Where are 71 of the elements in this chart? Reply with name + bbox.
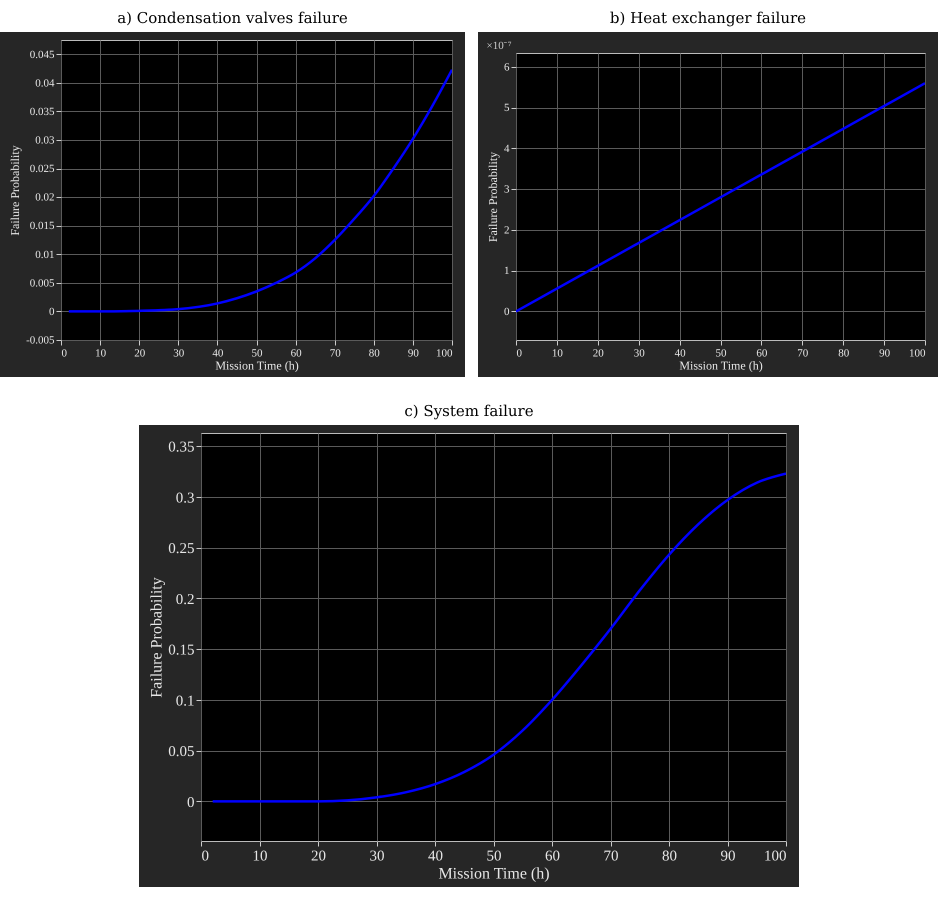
x-tick-label: 90 — [408, 348, 420, 360]
y-tick-label: 1 — [504, 265, 510, 278]
x-tick-label: 30 — [370, 848, 384, 864]
x-tick-label: 40 — [674, 348, 686, 360]
x-tick-label: 20 — [592, 348, 604, 360]
y-tick-label: 0.005 — [30, 277, 55, 290]
x-tick-label: 0 — [516, 348, 522, 360]
y-tick-label: 0.05 — [168, 744, 194, 760]
x-tick-label: 40 — [212, 348, 224, 360]
y-tick-label: 0.01 — [35, 248, 54, 261]
x-tick-label: 60 — [290, 348, 302, 360]
y-tick-label: 3 — [504, 184, 510, 196]
y-tick-label: 0.2 — [176, 592, 194, 608]
y-tick-label: 0.25 — [168, 541, 194, 558]
y-tick-label: 2 — [504, 224, 510, 236]
x-tick-label: 70 — [604, 848, 618, 864]
y-tick-label: 0.045 — [30, 48, 55, 61]
chart-title: a) Condensation valves failure — [117, 8, 348, 29]
x-tick-label: 30 — [173, 348, 185, 360]
x-tick-label: 60 — [756, 348, 768, 360]
x-tick-label: 50 — [486, 848, 502, 864]
y-axis-title: Failure Probability — [8, 145, 22, 236]
chart-title: c) System failure — [404, 401, 534, 422]
x-tick-label: 20 — [134, 348, 146, 360]
x-tick-label: 80 — [368, 348, 380, 360]
x-axis-title: Mission Time (h) — [215, 358, 299, 372]
x-tick-label: 100 — [436, 348, 453, 360]
x-tick-label: 60 — [545, 848, 560, 864]
line-series — [211, 472, 786, 803]
y-tick-label: 0 — [187, 794, 194, 811]
x-tick-label: 50 — [716, 348, 727, 360]
y-tick-label: 0.03 — [35, 134, 55, 146]
x-tick-label: 100 — [764, 848, 786, 864]
x-tick-label: 30 — [634, 348, 646, 360]
y-tick-label: 0.015 — [30, 220, 55, 232]
y-tick-label: 0.35 — [168, 440, 194, 456]
x-tick-label: 90 — [879, 348, 891, 360]
y-tick-label: 0 — [49, 306, 55, 318]
x-tick-label: 70 — [330, 348, 342, 360]
x-tick-label: 90 — [720, 848, 736, 864]
x-tick-label: 0 — [62, 348, 68, 360]
x-tick-label: 10 — [95, 348, 107, 360]
y-tick-label: 0.04 — [35, 77, 55, 90]
x-tick-label: 40 — [428, 848, 443, 864]
line-series — [68, 68, 452, 313]
y-tick-label: 0.3 — [176, 490, 194, 506]
x-tick-label: 100 — [909, 348, 926, 360]
x-tick-label: 50 — [252, 348, 263, 360]
x-tick-label: 20 — [311, 848, 326, 864]
x-tick-label: 80 — [838, 348, 850, 360]
y-tick-label: -0.005 — [26, 334, 55, 346]
x-tick-label: 0 — [202, 848, 209, 864]
y-tick-label: 0.025 — [30, 163, 55, 176]
y-tick-label: 0.1 — [176, 693, 194, 710]
x-tick-label: 10 — [552, 348, 564, 360]
y-tick-label: 0.02 — [35, 192, 54, 204]
x-axis-title: Mission Time (h) — [438, 866, 550, 882]
chart-title: b) Heat exchanger failure — [610, 8, 806, 29]
y-tick-label: 0 — [504, 306, 510, 318]
y-axis-title: Failure Probability — [148, 577, 166, 698]
y-tick-label: 0.15 — [168, 642, 194, 659]
y-tick-label: 4 — [504, 142, 510, 155]
x-tick-label: 10 — [252, 848, 268, 864]
x-tick-label: 80 — [662, 848, 677, 864]
y-tick-label: 6 — [504, 61, 510, 74]
y-axis-title: Failure Probability — [486, 152, 500, 242]
y-tick-label: 5 — [504, 102, 510, 114]
x-axis-title: Mission Time (h) — [679, 358, 763, 372]
x-tick-label: 70 — [797, 348, 809, 360]
y-tick-label: 0.035 — [30, 106, 55, 118]
text: ×10⁻⁷ — [486, 40, 512, 52]
